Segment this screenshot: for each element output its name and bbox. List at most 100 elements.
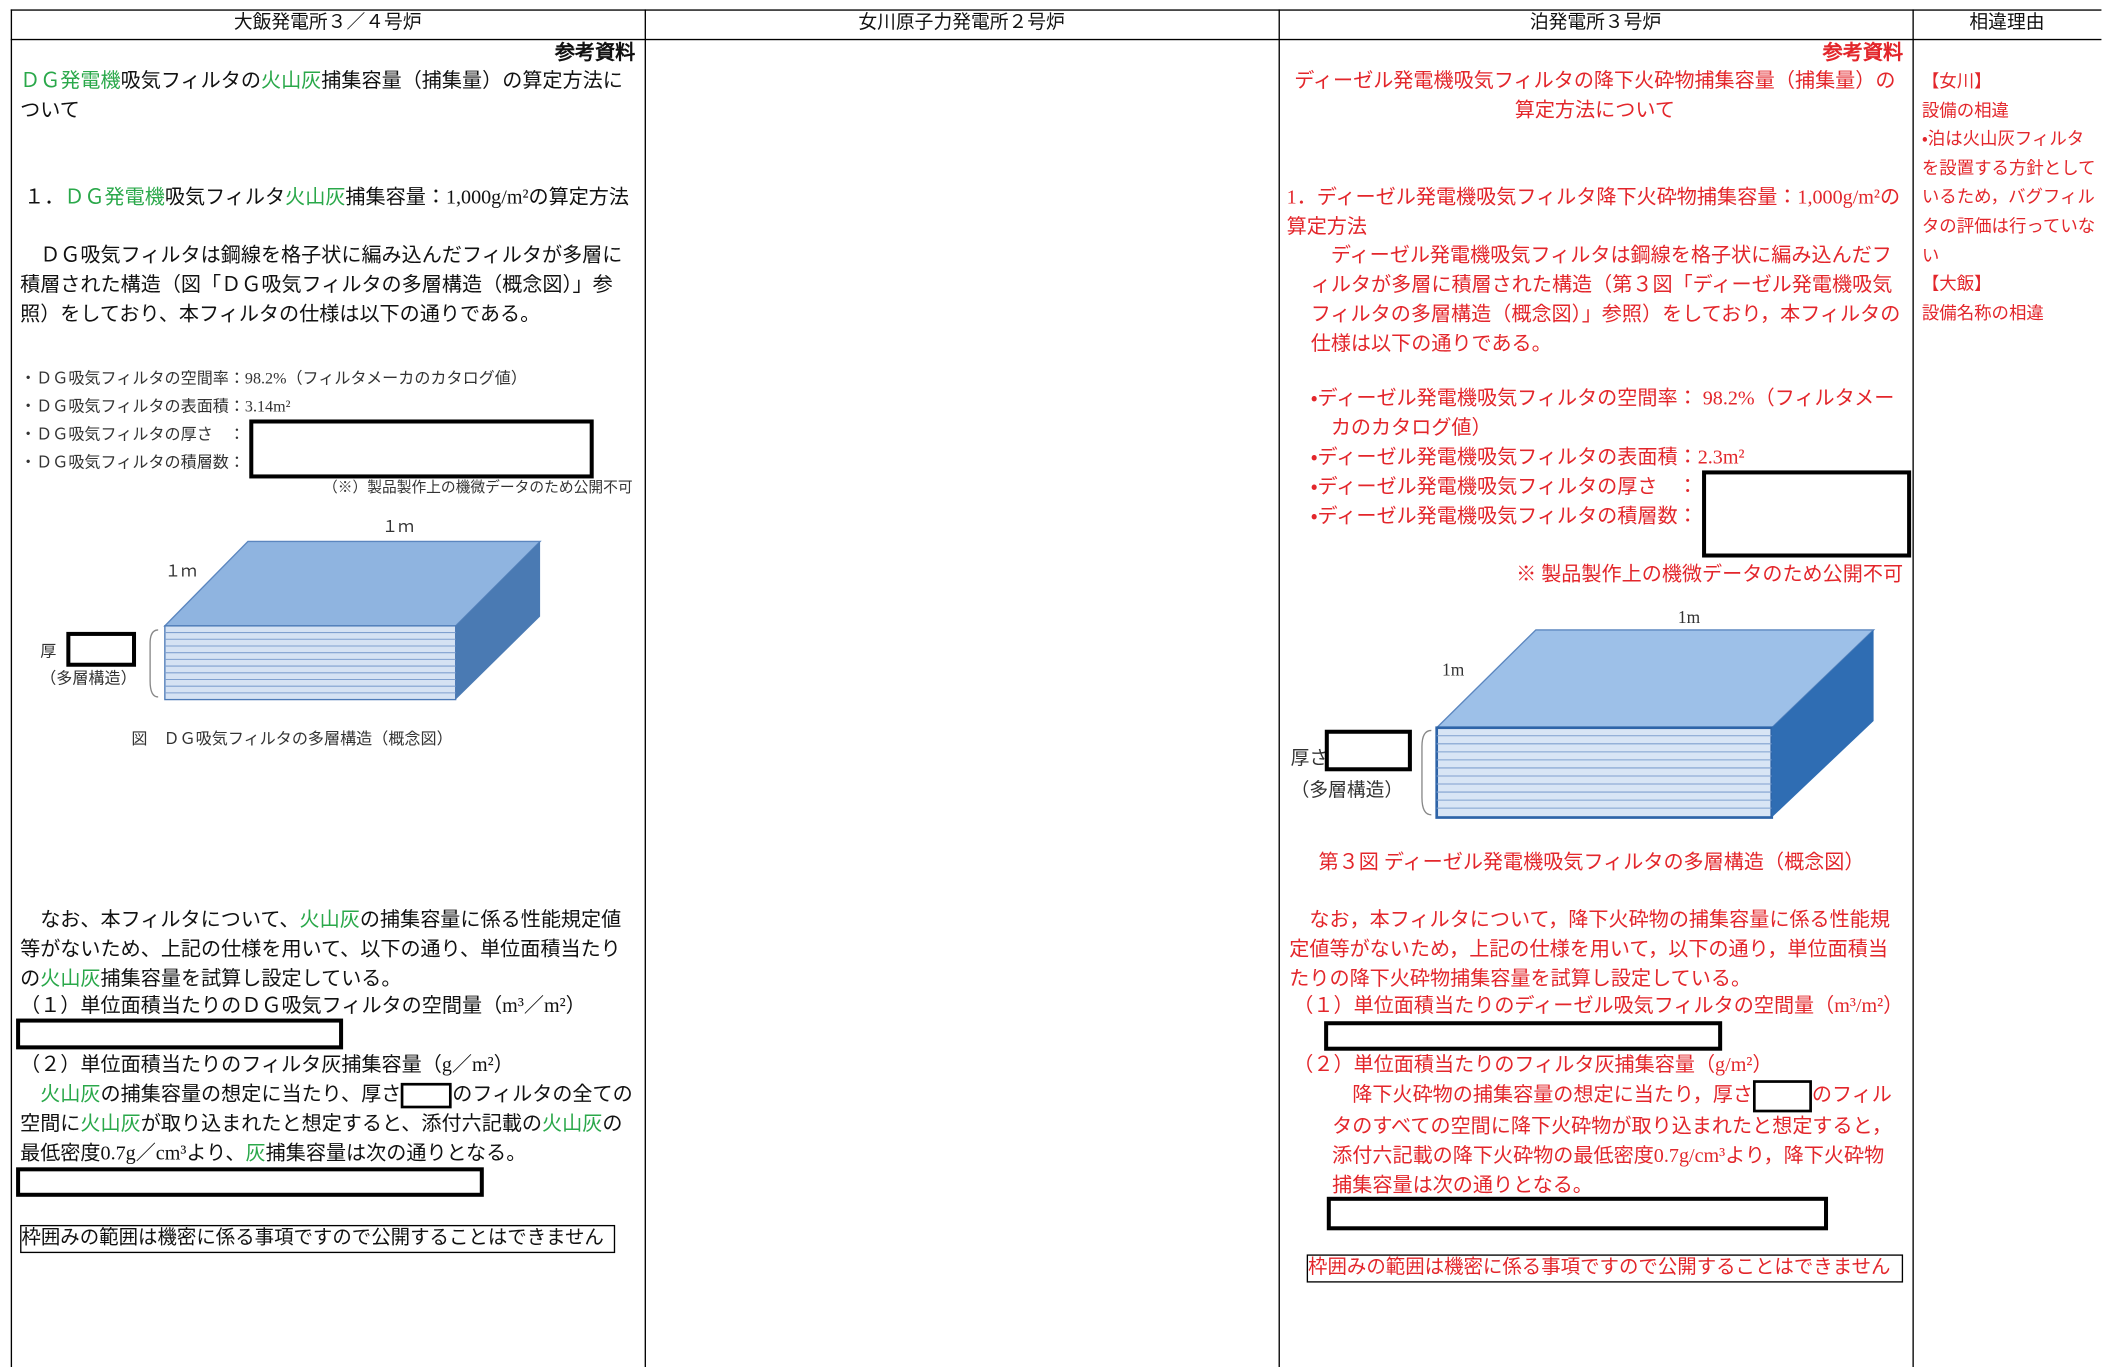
column-header: 女川原子力発電所２号炉 <box>858 13 1065 34</box>
section-title: ＤＧ発電機吸気フィルタの火山灰捕集容量（捕集量）の算定方法について <box>20 67 639 126</box>
spec-item: ・ＤＧ吸気フィルタの厚さ ： <box>20 424 245 444</box>
column-line <box>1912 9 1914 1367</box>
text-run: 捕集容量：1,000g/m²の算定方法 <box>345 187 630 210</box>
redaction-box <box>16 1018 344 1050</box>
redaction-box <box>249 419 594 479</box>
reason-list: 【女川】 設備の相違 ・泊は火山灰フィルタを設置する方針としているため，バグフィ… <box>1922 67 2096 327</box>
text-run: のフィルタの全ての空間に <box>20 1084 633 1136</box>
table-top-line <box>10 9 2102 11</box>
filter-side <box>1771 629 1874 818</box>
paragraph: ディーゼル発電機吸気フィルタは鋼線を格子状に編み込んだフィルタが多層に積層された… <box>1310 245 1901 356</box>
paragraph: ＤＧ吸気フィルタは鋼線を格子状に編み込んだフィルタが多層に積層された構造（図「Ｄ… <box>20 245 623 326</box>
paragraph: なお、本フィルタについて、火山灰の捕集容量に係る性能規定値等がないため、上記の仕… <box>20 906 639 994</box>
column-line <box>10 9 13 1367</box>
text-run: 捕集容量は次の通りとなる。 <box>265 1143 527 1165</box>
thickness-label: 厚 <box>40 644 56 661</box>
reason-line: 【女川】 <box>1921 71 1992 92</box>
spec-item: ・ＤＧ吸気フィルタの表面積：3.14m² <box>20 396 291 416</box>
figure-caption: 第３図 ディーゼル発電機吸気フィルタの多層構造（概念図） <box>1318 852 1865 874</box>
text-run: 火山灰 <box>80 1113 141 1136</box>
filter-front <box>164 625 457 701</box>
item-heading: （２）単位面積当たりのフィルタ灰捕集容量（g/m²） <box>1293 1054 1773 1077</box>
footnote: ※ 製品製作上の機微データのため公開不可 <box>1516 564 1904 586</box>
text-run: 火山灰 <box>542 1113 603 1136</box>
reason-line: 【大飯】 <box>1921 273 1992 294</box>
filter-diagram: １ｍ １ｍ 厚 （多層構造） <box>40 519 542 701</box>
notice-box: 枠囲みの範囲は機密に係る事項ですので公開することはできません <box>20 1224 616 1254</box>
depth-label: 1m <box>1442 659 1465 679</box>
heading: 1．ディーゼル発電機吸気フィルタ降下火砕物捕集容量：1,000g/m²の算定方法 <box>1286 187 1901 239</box>
filter-layers <box>164 632 456 694</box>
paragraph: 降下火砕物の捕集容量の想定に当たり，厚さ のフィルタのすべての空間に降下火砕物が取… <box>1332 1080 1903 1201</box>
item-heading: （２）単位面積当たりのフィルタ灰捕集容量（g／m²） <box>20 1054 514 1077</box>
spec-list: ・ＤＧ吸気フィルタの空間率：98.2%（フィルタメーカのカタログ値） ・ＤＧ吸気… <box>20 365 636 478</box>
footnote: （※）製品製作上の機微データのため公開不可 <box>322 479 633 496</box>
spec-item: ・ＤＧ吸気フィルタの積層数： <box>20 452 245 472</box>
width-label: １ｍ <box>382 519 414 536</box>
text-run: 灰 <box>245 1143 266 1165</box>
redaction-box <box>1702 470 1912 558</box>
reason-line: 設備の相違 <box>1921 99 2009 121</box>
layer-label: （多層構造） <box>1291 779 1404 801</box>
spec-list: ・ディーゼル発電機吸気フィルタの空間率： 98.2%（フィルタメーカのカタログ値… <box>1311 385 1907 532</box>
reference-label: 参考資料 <box>554 42 636 65</box>
column-header: 泊発電所３号炉 <box>1529 13 1662 34</box>
filter-layers <box>1436 735 1772 809</box>
filter-diagram: 1m 1m 厚さ （多層構造） <box>1291 607 1876 819</box>
brace <box>149 629 159 698</box>
text-run: なお、本フィルタについて、 <box>40 909 300 932</box>
column-header: 大飯発電所３／４号炉 <box>233 13 422 34</box>
item-heading: （１）単位面積当たりのディーゼル吸気フィルタの空間量（m³/m²） <box>1293 995 1904 1018</box>
text-run: 火山灰 <box>40 1084 101 1106</box>
column-line <box>1278 9 1280 1367</box>
redaction-box <box>16 1167 484 1197</box>
section-title: ディーゼル発電機吸気フィルタの降下火砕物捕集容量（捕集量）の算定方法について <box>1294 71 1896 122</box>
text-run: １． <box>24 187 65 210</box>
brace <box>1421 729 1432 816</box>
filter-side <box>455 541 541 700</box>
text-run: が取り込まれたと想定すると、添付六記載の <box>140 1113 543 1136</box>
depth-label: １ｍ <box>165 563 197 580</box>
spec-item: ・ディーゼル発電機吸気フィルタの表面積：2.3m² <box>1310 447 1745 470</box>
text-run: の最低密度0.7g／cm³より、 <box>20 1113 623 1165</box>
text-run: の捕集容量の想定に当たり、厚さ <box>100 1084 402 1106</box>
text-run: 吸気フィルタ <box>164 187 286 210</box>
filter-front <box>1435 726 1774 819</box>
text-run: 火山灰 <box>285 187 346 210</box>
header-line <box>10 38 2102 41</box>
redaction-box <box>1324 1021 1723 1051</box>
text-run: 捕集容量を試算し設定している。 <box>100 968 402 991</box>
redaction-box <box>66 631 137 667</box>
text-run: 火山灰 <box>40 968 101 991</box>
heading: １．ＤＧ発電機吸気フィルタ火山灰捕集容量：1,000g/m²の算定方法 <box>24 184 640 213</box>
width-label: 1m <box>1678 607 1701 627</box>
paragraph: なお，本フィルタについて，降下火砕物の捕集容量に係る性能規定値等がないため，上記… <box>1289 909 1890 991</box>
text-run: 降下火砕物の捕集容量の想定に当たり，厚さ <box>1352 1084 1753 1107</box>
spec-item: ・ディーゼル発電機吸気フィルタの厚さ ： <box>1310 477 1698 499</box>
item-heading: （１）単位面積当たりのＤＧ吸気フィルタの空間量（m³／m²） <box>20 995 586 1018</box>
spec-item: ・ディーゼル発電機吸気フィルタの空間率： 98.2%（フィルタメーカのカタログ値… <box>1310 388 1895 440</box>
inline-redaction <box>1752 1080 1812 1113</box>
text-run: ＤＧ発電機 <box>20 71 121 93</box>
reason-line: ・泊は火山灰フィルタを設置する方針としているため，バグフィルタの評価は行っていな… <box>1921 128 2096 265</box>
figure-caption: 図 ＤＧ吸気フィルタの多層構造（概念図） <box>131 729 453 748</box>
column-header: 相違理由 <box>1969 13 2045 34</box>
text-run: 火山灰 <box>260 71 322 93</box>
text-run: のフィルタのすべての空間に降下火砕物が取り込まれたと想定すると，添付六記載の降下… <box>1332 1084 1893 1197</box>
column-line <box>644 9 646 1367</box>
redaction-box <box>1326 1196 1829 1231</box>
spec-item: ・ＤＧ吸気フィルタの空間率：98.2%（フィルタメーカのカタログ値） <box>20 368 527 388</box>
inline-redaction <box>401 1082 453 1109</box>
text-run: ＤＧ発電機 <box>64 187 165 210</box>
text-run: 捕集容量（捕集量）の算定方法について <box>20 71 623 122</box>
reference-label: 参考資料 <box>1822 42 1904 65</box>
spec-item: ・ディーゼル発電機吸気フィルタの積層数： <box>1310 506 1698 529</box>
layer-label: （多層構造） <box>40 670 136 688</box>
thickness-label: 厚さ <box>1291 748 1329 769</box>
text-run: 吸気フィルタの <box>120 71 261 93</box>
paragraph: 火山灰の捕集容量の想定に当たり、厚さ のフィルタの全ての空間に火山灰が取り込まれた… <box>20 1080 639 1168</box>
text-run: 火山灰 <box>299 909 360 932</box>
notice-box: 枠囲みの範囲は機密に係る事項ですので公開することはできません <box>1306 1254 1904 1283</box>
